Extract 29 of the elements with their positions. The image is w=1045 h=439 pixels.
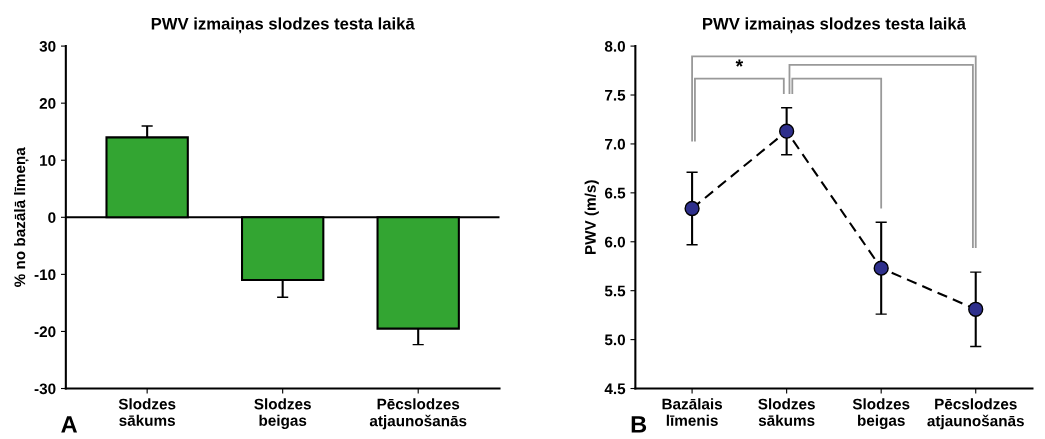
y-tick-label: 8.0 xyxy=(604,40,626,52)
x-tick-label: Slodzes beigas xyxy=(852,398,910,429)
y-tick-label: 10 xyxy=(40,155,56,166)
x-tick-label: Pēcslodzes atjaunošanās xyxy=(927,398,1024,430)
x-tick-label: Slodzes sākums xyxy=(118,398,176,426)
y-tick-label: 30 xyxy=(39,40,56,52)
annotation: * xyxy=(735,59,744,67)
y-axis-title: % no bazālā līmeņa xyxy=(14,147,29,287)
y-tick-label: 6.5 xyxy=(604,187,626,199)
x-tick-label: Bazālais līmenis xyxy=(662,398,723,426)
x-tick-label: Pēcslodzes atjaunošanās xyxy=(369,398,467,430)
y-axis-title: PWV (m/s) xyxy=(584,180,599,255)
y-tick-label: 5.0 xyxy=(604,334,626,346)
y-tick-label: 4.5 xyxy=(604,383,626,395)
text: B xyxy=(631,416,647,433)
y-tick-label: -10 xyxy=(34,269,56,281)
text: A xyxy=(61,416,78,433)
y-tick-label: 20 xyxy=(39,98,56,109)
chart-title: PWV izmaiņas slodzes testa laikā xyxy=(151,17,415,34)
y-tick-label: 5.5 xyxy=(604,285,626,297)
x-tick-label: Slodzes sākums xyxy=(758,398,815,426)
x-tick-label: Slodzes beigas xyxy=(254,398,311,429)
chart-title: PWV izmaiņas slodzes testa laikā xyxy=(703,17,967,34)
y-tick-label: 7.0 xyxy=(605,138,626,150)
y-tick-label: 7.5 xyxy=(605,90,626,101)
y-tick-label: -30 xyxy=(34,383,56,395)
y-tick-label: 6.0 xyxy=(604,236,626,248)
y-tick-label: -20 xyxy=(34,326,56,338)
y-tick-label: 0 xyxy=(48,212,56,223)
